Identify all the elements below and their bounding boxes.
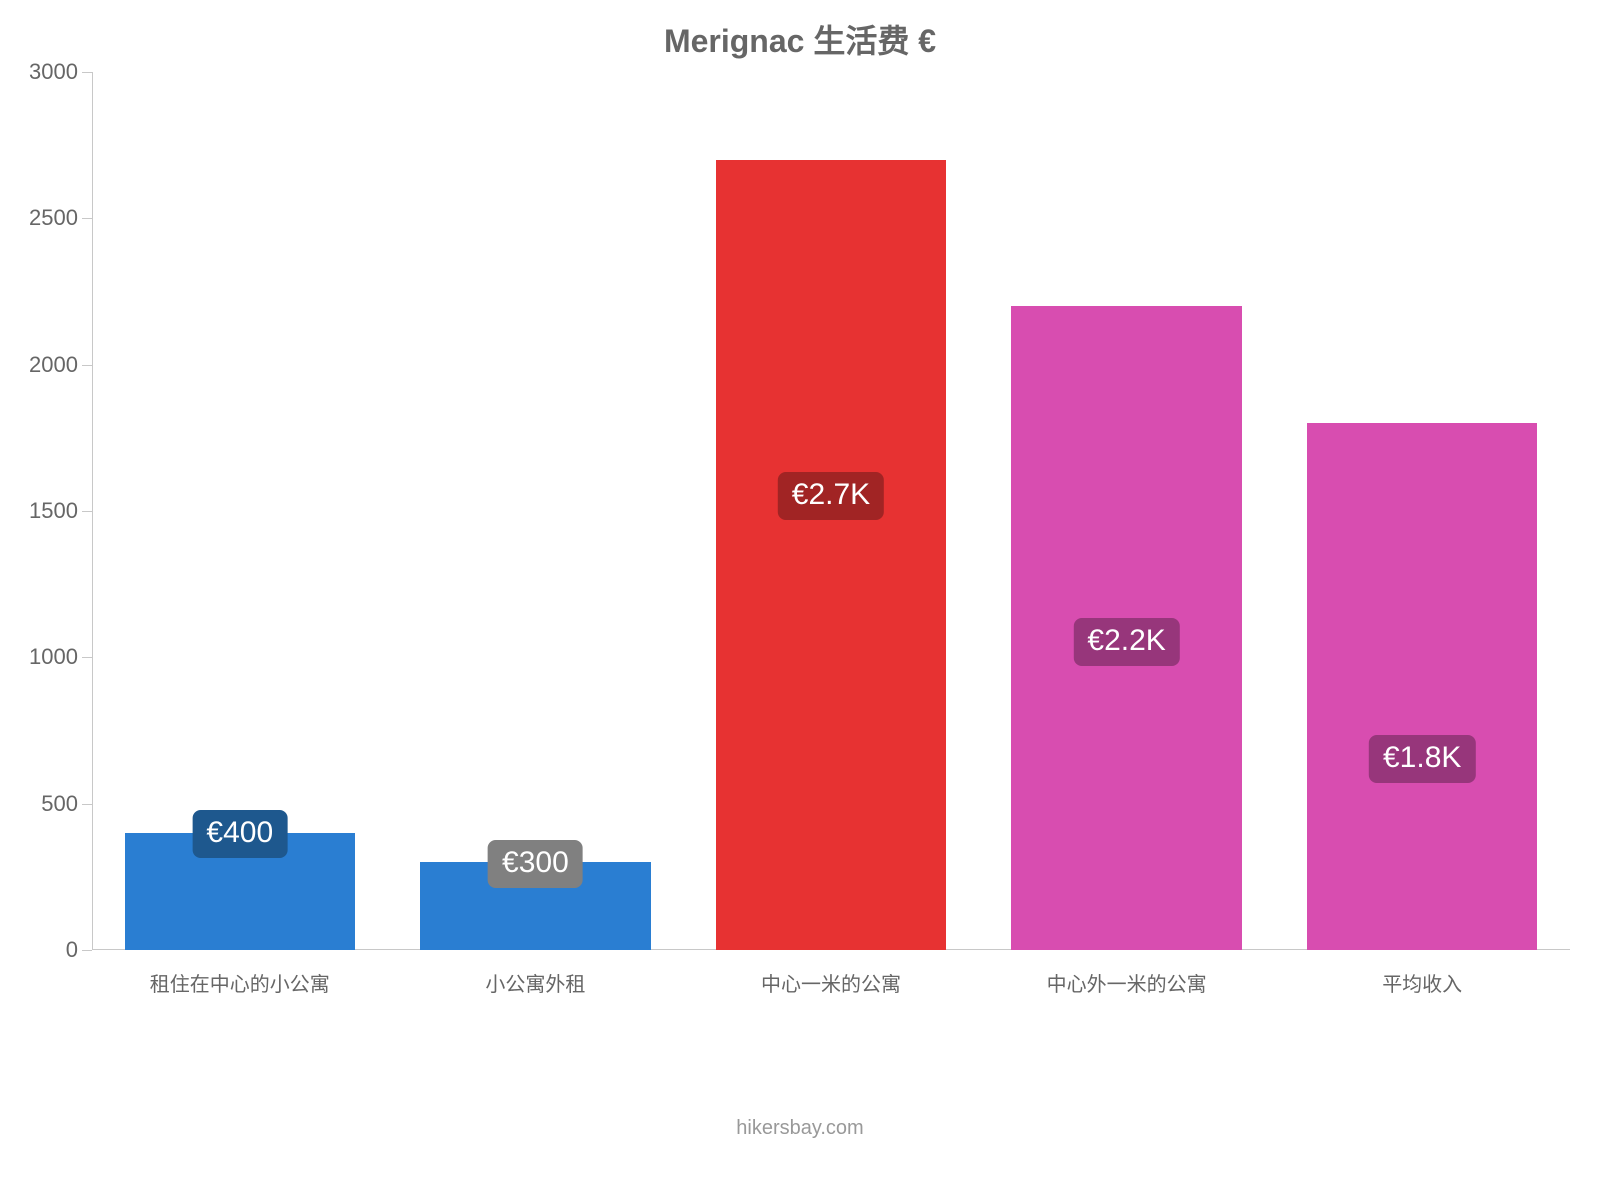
bar-slot: €2.2K中心外一米的公寓 <box>979 72 1275 950</box>
x-category-label: 中心一米的公寓 <box>683 950 979 997</box>
y-tick-label: 2000 <box>29 352 92 378</box>
y-tick-label: 3000 <box>29 59 92 85</box>
attribution-text: hikersbay.com <box>0 1117 1600 1140</box>
x-category-label: 小公寓外租 <box>388 950 684 997</box>
bar-slot: €300小公寓外租 <box>388 72 684 950</box>
value-badge: €400 <box>192 810 287 858</box>
y-tick-label: 1500 <box>29 498 92 524</box>
y-tick-label: 500 <box>41 791 92 817</box>
bar-slot: €2.7K中心一米的公寓 <box>683 72 979 950</box>
plot-area: 050010001500200025003000€400租住在中心的小公寓€30… <box>92 72 1570 950</box>
value-badge: €1.8K <box>1369 735 1475 783</box>
bar <box>716 160 947 950</box>
bar <box>1307 423 1538 950</box>
x-category-label: 平均收入 <box>1274 950 1570 997</box>
cost-of-living-chart: Merignac 生活费 € 050010001500200025003000€… <box>0 0 1600 1200</box>
value-badge: €2.7K <box>778 472 884 520</box>
value-badge: €300 <box>488 840 583 888</box>
x-category-label: 租住在中心的小公寓 <box>92 950 388 997</box>
y-tick-label: 1000 <box>29 644 92 670</box>
bar-slot: €1.8K平均收入 <box>1274 72 1570 950</box>
x-category-label: 中心外一米的公寓 <box>979 950 1275 997</box>
y-tick-label: 2500 <box>29 205 92 231</box>
value-badge: €2.2K <box>1073 618 1179 666</box>
chart-title: Merignac 生活费 € <box>0 16 1600 62</box>
bar-slot: €400租住在中心的小公寓 <box>92 72 388 950</box>
y-tick-label: 0 <box>66 937 92 963</box>
